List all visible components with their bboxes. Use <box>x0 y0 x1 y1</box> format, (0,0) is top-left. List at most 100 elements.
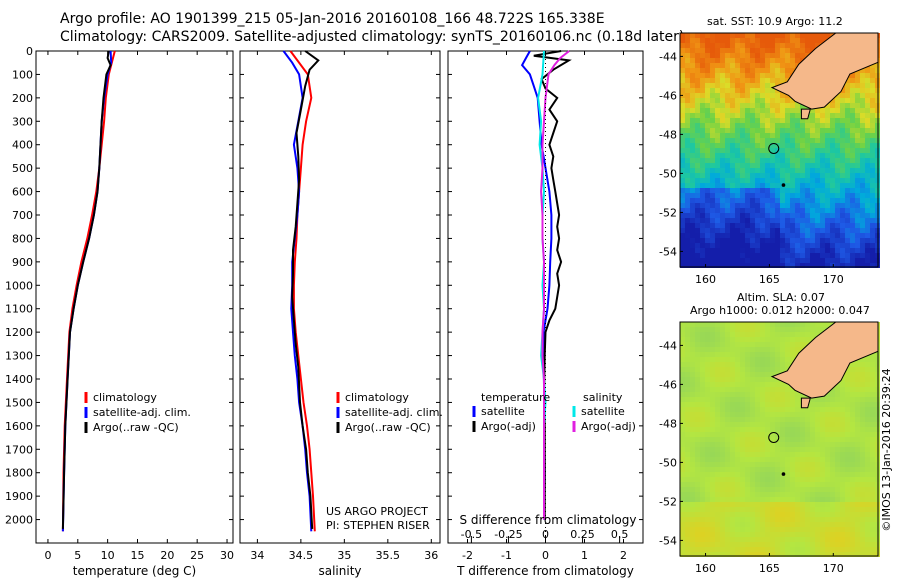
figure-title-line1: Argo profile: AO 1901399_215 05-Jan-2016… <box>60 11 605 27</box>
difference-xtick-label: 1 <box>581 549 588 562</box>
sla-lat-tick-label: -46 <box>659 378 677 391</box>
depth-tick-label: 2000 <box>5 514 33 527</box>
salinity-xtick-label: 34.5 <box>289 549 314 562</box>
sst-land <box>770 32 879 110</box>
sst-island <box>800 108 811 120</box>
sla-map-title-line1: Altim. SLA: 0.07 <box>737 291 826 304</box>
difference-xlabel: T difference from climatology <box>456 564 634 578</box>
depth-tick-label: 800 <box>12 232 33 245</box>
s-difference-label: S difference from climatology <box>460 513 637 527</box>
salinity-xtick-label: 36 <box>424 549 438 562</box>
difference-series-temperature-argo-adj- <box>533 50 572 520</box>
sst-island <box>781 183 786 187</box>
sst-lat-tick-label: -44 <box>659 50 677 63</box>
temperature-legend-label: satellite-adj. clim. <box>93 406 191 419</box>
salinity-series-climatology <box>289 50 316 532</box>
depth-tick-label: 1900 <box>5 490 33 503</box>
salinity-series-argo-raw-qc- <box>291 50 320 529</box>
sla-lon-tick-label: 170 <box>823 562 844 575</box>
pi-annotation: PI: STEPHEN RISER <box>326 519 430 532</box>
depth-tick-label: 1400 <box>5 373 33 386</box>
s-difference-tick-label: -0.5 <box>461 528 482 541</box>
depth-tick-label: 1500 <box>5 396 33 409</box>
difference-xtick-label: 0 <box>542 549 549 562</box>
sst-lat-tick-label: -46 <box>659 89 677 102</box>
salinity-xtick-label: 35 <box>337 549 351 562</box>
salinity-legend-label: Argo(..raw -QC) <box>345 421 431 434</box>
depth-tick-label: 1200 <box>5 326 33 339</box>
sla-lon-tick-label: 165 <box>759 562 780 575</box>
depth-tick-label: 1600 <box>5 420 33 433</box>
sla-lat-tick-label: -54 <box>659 534 677 547</box>
depth-tick-label: 0 <box>26 45 33 58</box>
sla-lat-tick-label: -44 <box>659 339 677 352</box>
difference-series-salinity-argo-adj- <box>540 50 570 520</box>
depth-tick-label: 1000 <box>5 279 33 292</box>
s-difference-tick-label: 0 <box>542 528 549 541</box>
sla-lat-tick-label: -52 <box>659 495 677 508</box>
difference-legend-label: Argo(-adj) <box>581 420 636 433</box>
sla-float-marker <box>768 431 780 443</box>
sla-lat-tick-label: -50 <box>659 456 677 469</box>
difference-xtick-label: -1 <box>501 549 512 562</box>
depth-tick-label: 600 <box>12 186 33 199</box>
sst-float-marker <box>768 142 780 154</box>
difference-xtick-label: 2 <box>620 549 627 562</box>
s-difference-tick-label: 0.5 <box>611 528 629 541</box>
temperature-xtick-label: 5 <box>74 549 81 562</box>
copyright-stamp: ©IMOS 13-Jan-2016 20:39:24 <box>880 368 893 531</box>
difference-legend-label: satellite <box>481 405 525 418</box>
temperature-xtick-label: 30 <box>220 549 234 562</box>
depth-tick-label: 1700 <box>5 443 33 456</box>
figure-title-line2: Climatology: CARS2009. Satellite-adjuste… <box>60 29 685 45</box>
temperature-xtick-label: 0 <box>44 549 51 562</box>
sst-lon-tick-label: 165 <box>759 273 780 286</box>
temperature-xtick-label: 15 <box>130 549 144 562</box>
sst-lat-tick-label: -52 <box>659 206 677 219</box>
sla-lon-tick-label: 160 <box>695 562 716 575</box>
difference-xtick-label: -2 <box>462 549 473 562</box>
sla-lat-tick-label: -48 <box>659 417 677 430</box>
depth-tick-label: 700 <box>12 209 33 222</box>
depth-tick-label: 1800 <box>5 467 33 480</box>
depth-tick-label: 400 <box>12 139 33 152</box>
temperature-axes-box <box>35 50 234 544</box>
temperature-xlabel: temperature (deg C) <box>73 564 196 578</box>
salinity-xtick-label: 35.5 <box>376 549 401 562</box>
temperature-xtick-label: 10 <box>101 549 115 562</box>
depth-tick-label: 500 <box>12 162 33 175</box>
difference-legend-label: Argo(-adj) <box>481 420 536 433</box>
sst-map-frame <box>679 32 879 268</box>
sla-map-frame <box>679 321 879 557</box>
sla-island <box>781 472 786 476</box>
depth-tick-label: 100 <box>12 68 33 81</box>
sst-lat-tick-label: -48 <box>659 128 677 141</box>
depth-tick-label: 200 <box>12 92 33 105</box>
depth-tick-label: 1100 <box>5 303 33 316</box>
temperature-xtick-label: 20 <box>160 549 174 562</box>
depth-tick-label: 900 <box>12 256 33 269</box>
temperature-series-argo-raw-qc- <box>61 50 112 529</box>
sst-map <box>680 33 880 268</box>
depth-tick-label: 1300 <box>5 350 33 363</box>
temperature-legend-title: temperature <box>481 391 550 404</box>
sla-island <box>800 397 811 409</box>
project-annotation: US ARGO PROJECT <box>326 505 428 518</box>
s-difference-tick-label: -0.25 <box>494 528 522 541</box>
sst-lon-tick-label: 160 <box>695 273 716 286</box>
sla-map-title-line2: Argo h1000: 0.012 h2000: 0.047 <box>690 304 870 317</box>
sst-map-title: sat. SST: 10.9 Argo: 11.2 <box>707 15 843 28</box>
sst-lat-tick-label: -50 <box>659 167 677 180</box>
temperature-xtick-label: 25 <box>190 549 204 562</box>
salinity-legend-title: salinity <box>583 391 623 404</box>
sla-land <box>770 321 879 399</box>
temperature-legend-label: Argo(..raw -QC) <box>93 421 179 434</box>
depth-tick-label: 300 <box>12 115 33 128</box>
salinity-xlabel: salinity <box>318 564 361 578</box>
sst-lat-tick-label: -54 <box>659 245 677 258</box>
difference-legend-label: satellite <box>581 405 625 418</box>
salinity-legend-label: satellite-adj. clim. <box>345 406 443 419</box>
salinity-legend-label: climatology <box>345 391 409 404</box>
sst-lon-tick-label: 170 <box>823 273 844 286</box>
